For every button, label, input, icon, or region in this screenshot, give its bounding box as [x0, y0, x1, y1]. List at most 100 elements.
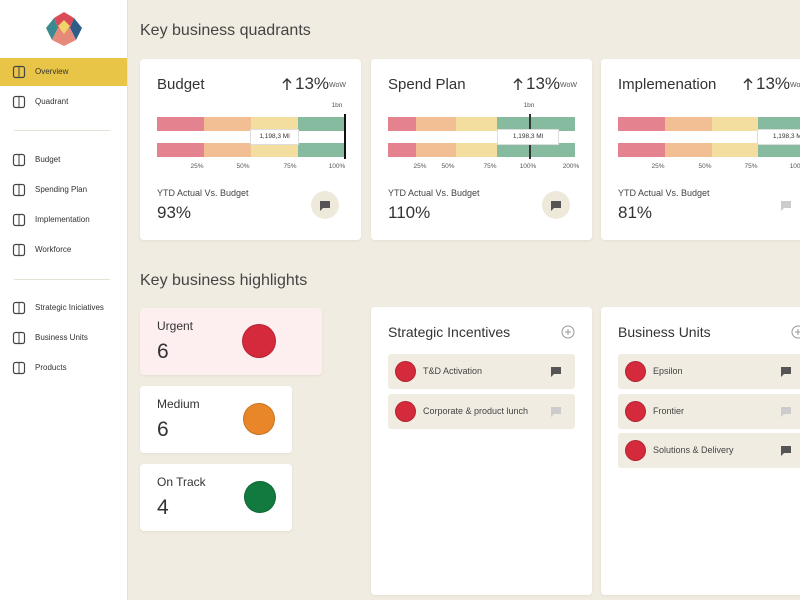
- card-title: Spend Plan: [388, 76, 466, 93]
- nav-icon: [12, 243, 26, 257]
- nav-item[interactable]: Workforce: [0, 236, 127, 264]
- item-label: T&D Activation: [423, 366, 483, 376]
- gauge-segment: [758, 117, 800, 131]
- tick-label: 25%: [413, 163, 427, 170]
- nav-item[interactable]: Business Units: [0, 324, 127, 352]
- gauge-segment: [712, 143, 758, 157]
- item-label: Solutions & Delivery: [653, 445, 734, 455]
- gauge-segment: [618, 117, 665, 131]
- gauge-segment: [388, 143, 416, 157]
- nav-icon: [12, 213, 26, 227]
- tick-label: 100%: [519, 163, 537, 170]
- metric-label: YTD Actual Vs. Budget: [618, 188, 710, 198]
- panel-title: Strategic Incentives: [388, 324, 511, 340]
- gauge-segment: [416, 117, 456, 131]
- nav-item[interactable]: Strategic Iniciatives: [0, 294, 127, 322]
- comment-icon: [551, 201, 561, 211]
- comment-icon: [551, 406, 561, 417]
- nav-icon: [12, 331, 26, 345]
- comment-button[interactable]: [311, 191, 339, 219]
- metric: 93%: [157, 203, 192, 222]
- highlight-item[interactable]: Epsilon: [618, 354, 800, 389]
- quadrant-card: Spend Plan 13% WoW 1bn 1,198,3 Ml 25% 50% 75% 10…: [371, 59, 592, 240]
- item-dot: [625, 400, 646, 422]
- add-icon: [561, 325, 575, 339]
- gauge-segment: [157, 117, 204, 131]
- nav-label: Workforce: [35, 245, 72, 254]
- nav-label: Overview: [35, 67, 69, 76]
- nav-item[interactable]: Products: [0, 354, 127, 382]
- gauge-segment: [157, 143, 204, 157]
- nav-item[interactable]: Spending Plan: [0, 176, 127, 204]
- highlight-item[interactable]: T&D Activation: [388, 354, 575, 389]
- highlight-item[interactable]: Corporate & product lunch: [388, 393, 575, 429]
- marker-label: 1,198,3 Ml: [250, 129, 299, 145]
- scale-label: 1bn: [523, 102, 535, 109]
- add-button[interactable]: [791, 325, 800, 339]
- highlight-panel: Business Units Epsilon Frontier Solutions &…: [601, 307, 800, 595]
- tick-label: 75%: [483, 163, 497, 170]
- gauge-segment: [251, 143, 298, 157]
- marker-label: 1,198,3 Ml: [757, 129, 800, 145]
- comment-icon: [551, 367, 561, 377]
- tick-label: 25%: [190, 163, 204, 170]
- nav-label: Products: [35, 363, 67, 372]
- highlight-item[interactable]: Solutions & Delivery: [618, 433, 800, 468]
- item-dot: [625, 361, 646, 382]
- gauge-segment: [758, 143, 800, 157]
- comment-button[interactable]: [542, 191, 570, 219]
- nav-item[interactable]: Quadrant: [0, 88, 127, 116]
- change: 13%: [756, 74, 791, 93]
- comment-icon: [781, 446, 791, 456]
- change-unit: WoW: [560, 82, 577, 89]
- nav-item[interactable]: Overview: [0, 58, 127, 86]
- gauge-segment: [665, 143, 712, 157]
- gauge-segment: [416, 143, 456, 157]
- status-card[interactable]: On Track 4: [140, 464, 292, 531]
- status-card[interactable]: Medium 6: [140, 386, 292, 453]
- metric-label: YTD Actual Vs. Budget: [157, 188, 249, 198]
- change-unit: WoW: [329, 82, 346, 89]
- gauge-segment: [298, 143, 345, 157]
- item-label: Epsilon: [653, 366, 683, 376]
- scale-label: 1bn: [331, 102, 343, 109]
- add-button[interactable]: [561, 325, 575, 339]
- gauge-segment: [204, 143, 251, 157]
- nav-label: Spending Plan: [35, 185, 88, 194]
- logo: [46, 12, 82, 46]
- section-title: Key business quadrants: [140, 22, 311, 39]
- item-dot: [395, 361, 416, 382]
- nav-item[interactable]: Budget: [0, 146, 127, 174]
- nav-icon: [12, 65, 26, 79]
- tick-label: 50%: [441, 163, 455, 170]
- tick-label: 75%: [744, 163, 758, 170]
- comment-icon: [781, 406, 791, 417]
- nav-icon: [12, 153, 26, 167]
- gauge-segment: [618, 143, 665, 157]
- divider: [14, 279, 110, 280]
- marker-line: [344, 114, 346, 159]
- quadrant-card: Budget 13% WoW 1bn 1,198,3 Ml 25% 50% 75% 100% YT…: [140, 59, 361, 240]
- nav-icon: [12, 183, 26, 197]
- comment-button[interactable]: [772, 191, 800, 219]
- metric: 81%: [618, 203, 653, 222]
- highlight-panel: Strategic Incentives T&D Activation Corpor…: [371, 307, 592, 595]
- highlight-item[interactable]: Frontier: [618, 393, 800, 429]
- gauge-segment: [665, 117, 712, 131]
- nav-label: Quadrant: [35, 97, 69, 106]
- change: 13%: [295, 74, 330, 93]
- tick-label: 75%: [283, 163, 297, 170]
- gauge-segment: [251, 117, 298, 131]
- nav-item[interactable]: Implementation: [0, 206, 127, 234]
- card-title: Implemenation: [618, 76, 717, 93]
- comment-icon: [781, 367, 791, 377]
- status-count: 6: [157, 418, 169, 441]
- status-card[interactable]: Urgent 6: [140, 308, 322, 375]
- tick-label: 100%: [789, 163, 800, 170]
- status-dot: [244, 481, 276, 513]
- gauge-segment: [456, 143, 497, 157]
- status-label: On Track: [157, 475, 206, 489]
- nav-label: Implementation: [35, 215, 90, 224]
- tick-label: 200%: [562, 163, 580, 170]
- arrow-up: [282, 78, 292, 90]
